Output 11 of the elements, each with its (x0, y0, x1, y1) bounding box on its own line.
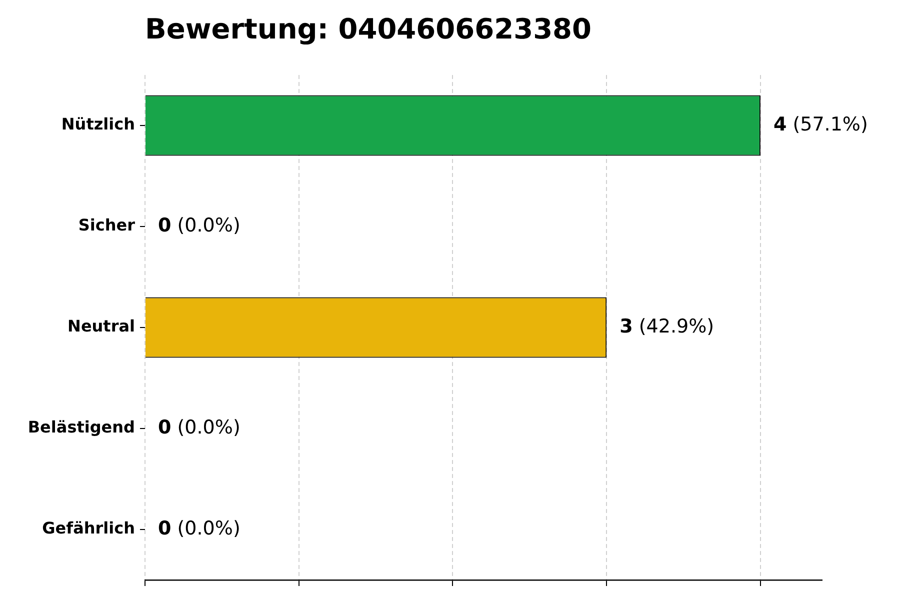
y-tick-label: Neutral (68, 316, 135, 336)
y-tick-label: Gefährlich (42, 518, 135, 538)
data-label: 3 (42.9%) (620, 315, 714, 338)
data-label: 0 (0.0%) (158, 416, 240, 438)
y-tick-label: Belästigend (28, 418, 135, 437)
data-label: 4 (57.1%) (773, 113, 868, 136)
chart-title: Bewertung: 0404606623380 (145, 12, 592, 46)
data-label: 0 (0.0%) (158, 214, 240, 236)
y-tick-label: Sicher (78, 216, 136, 235)
y-tick-label: Nützlich (61, 114, 135, 134)
data-label: 0 (0.0%) (158, 517, 240, 540)
